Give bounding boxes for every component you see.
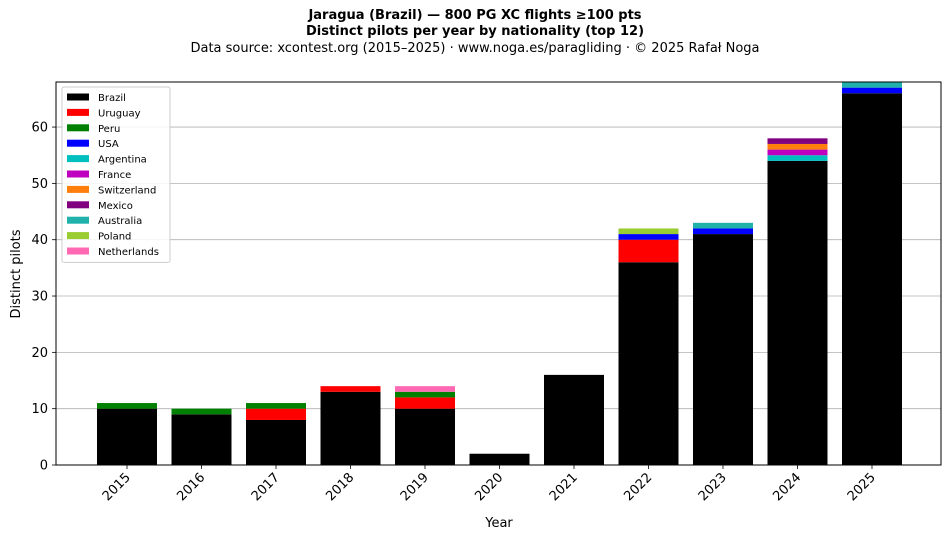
y-tick-label: 10: [31, 402, 48, 417]
chart-titles: Jaragua (Brazil) — 800 PG XC flights ≥10…: [0, 8, 950, 57]
bar-peru-2015: [97, 403, 157, 409]
bars: [97, 82, 902, 465]
x-tick-label: 2022: [621, 470, 655, 504]
legend-swatch-netherlands: [67, 247, 89, 255]
bar-usa-2025: [842, 87, 902, 94]
bar-brazil-2016: [171, 414, 232, 465]
bar-brazil-2020: [469, 453, 530, 465]
x-tick-label: 2019: [398, 470, 432, 504]
plot-frame: [55, 81, 942, 466]
y-tick-label: 60: [31, 121, 48, 136]
x-tick-label: 2016: [174, 470, 208, 504]
y-tick-label: 30: [31, 290, 48, 305]
bar-brazil-2018: [320, 391, 381, 465]
bar-argentina-2024: [767, 155, 828, 161]
legend-swatch-argentina: [67, 155, 89, 163]
x-tick-label: 2020: [472, 470, 506, 504]
bar-uruguay-2017: [246, 408, 306, 420]
legend-swatch-usa: [67, 139, 89, 147]
legend-label-france: France: [98, 170, 131, 181]
y-tick-label: 50: [31, 177, 48, 192]
bar-france-2024: [767, 149, 828, 156]
x-tick-label: 2018: [323, 470, 357, 504]
y-axis-label: Distinct pilots: [9, 229, 24, 318]
x-tick-label: 2015: [100, 470, 134, 504]
y-tick-label: 40: [31, 233, 48, 248]
bar-netherlands-2019: [395, 386, 455, 392]
bar-peru-2016: [171, 408, 232, 415]
bar-peru-2017: [246, 403, 306, 409]
legend-swatch-brazil: [67, 93, 89, 101]
legend-swatch-switzerland: [67, 185, 89, 193]
bar-usa-2023: [693, 228, 753, 235]
legend-label-peru: Peru: [98, 124, 120, 135]
bar-brazil-2025: [842, 93, 902, 465]
legend-swatch-peru: [67, 124, 89, 132]
legend-label-brazil: Brazil: [98, 93, 126, 104]
bar-brazil-2021: [544, 374, 604, 465]
bar-australia-2025: [842, 82, 902, 88]
legend-label-argentina: Argentina: [98, 155, 147, 166]
legend-swatch-uruguay: [67, 108, 89, 116]
x-tick-label: 2024: [770, 470, 804, 504]
legend-swatch-france: [67, 170, 89, 178]
legend-label-usa: USA: [98, 139, 119, 150]
legend: Brazil Uruguay Peru USA Argentina France Switz…: [61, 86, 171, 263]
bar-peru-2019: [395, 391, 455, 398]
legend-swatch-australia: [67, 216, 89, 224]
bar-usa-2022: [618, 234, 679, 240]
bar-brazil-2022: [618, 262, 679, 465]
bar-brazil-2019: [395, 408, 455, 465]
bar-brazil-2017: [246, 419, 306, 465]
legend-label-mexico: Mexico: [98, 201, 133, 212]
y-tick-label: 20: [31, 346, 48, 361]
chart-subtitle: Distinct pilots per year by nationality …: [305, 24, 645, 39]
legend-swatch-mexico: [67, 201, 89, 209]
chart-source: Data source: xcontest.org (2015–2025) · …: [190, 41, 760, 56]
bar-uruguay-2018: [320, 386, 381, 392]
x-axis-label: Year: [484, 516, 513, 531]
bar-mexico-2024: [767, 138, 828, 144]
bar-poland-2022: [618, 228, 679, 235]
x-tick-label: 2025: [845, 470, 879, 504]
x-tick-label: 2021: [547, 470, 581, 504]
legend-label-poland: Poland: [98, 232, 131, 243]
bar-brazil-2015: [97, 408, 157, 465]
bar-brazil-2024: [767, 160, 828, 465]
chart-title: Jaragua (Brazil) — 800 PG XC flights ≥10…: [308, 8, 642, 23]
legend-label-australia: Australia: [98, 216, 142, 227]
bar-uruguay-2022: [618, 239, 679, 263]
x-tick-label: 2017: [249, 470, 283, 504]
y-tick-label: 0: [40, 459, 48, 474]
legend-label-switzerland: Switzerland: [98, 185, 156, 196]
bar-brazil-2023: [693, 234, 753, 465]
x-tick-label: 2023: [696, 470, 730, 504]
bar-australia-2023: [693, 222, 753, 229]
bar-switzerland-2024: [767, 143, 828, 150]
legend-label-netherlands: Netherlands: [98, 247, 159, 258]
legend-swatch-poland: [67, 232, 89, 240]
legend-label-uruguay: Uruguay: [98, 108, 141, 119]
bar-uruguay-2019: [395, 397, 455, 409]
